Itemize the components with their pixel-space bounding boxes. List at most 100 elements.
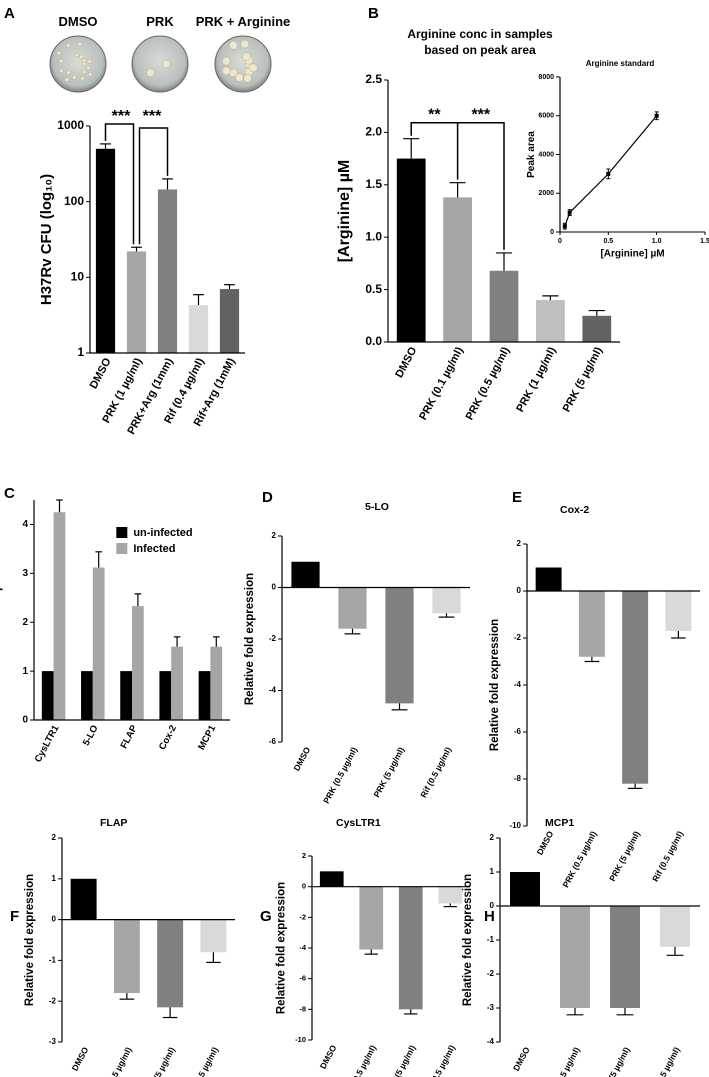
y-tick-label: -10 (509, 821, 521, 830)
bar (319, 871, 344, 887)
bar (157, 189, 178, 353)
colony (69, 61, 75, 67)
y-axis-label: Relative fold expression (0, 541, 3, 679)
bar (159, 671, 172, 720)
error-bar (56, 499, 63, 513)
error-bar (162, 1007, 178, 1019)
error-bar (193, 294, 204, 306)
colony (242, 52, 251, 62)
colony (77, 41, 82, 47)
plate-image (214, 35, 272, 93)
bar (92, 567, 105, 720)
y-tick-label: 2 (22, 617, 28, 628)
point (567, 210, 572, 215)
chart-title: FLAP (100, 817, 127, 829)
point (654, 113, 659, 118)
error-bar (584, 656, 600, 663)
y-tick-label: 0 (272, 583, 277, 592)
y-axis-label: Relative fold expression (462, 874, 474, 1006)
y-tick-label: -8 (514, 774, 522, 783)
x-tick-label: Rif (0.5 µg/ml) (418, 745, 453, 799)
bar (113, 919, 140, 994)
x-tick-label: Rif (0.5 µg/ml) (185, 1045, 220, 1077)
x-tick-label: PRK (5 µg/ml) (142, 1045, 177, 1077)
y-axis-label: Peak area (526, 131, 537, 178)
bar (396, 158, 426, 342)
plate-label: PRK + Arginine (196, 14, 291, 29)
bar (70, 878, 97, 920)
y-tick-label: 0.0 (365, 334, 382, 348)
colony (86, 65, 91, 71)
panel-letter: H (484, 908, 495, 925)
bar (81, 671, 93, 720)
error-bar (391, 703, 408, 711)
x-tick-label: PRK (0.5 µg/ml) (544, 1045, 582, 1077)
y-tick-label: 10 (71, 270, 85, 284)
error-bar (95, 551, 102, 568)
x-tick-label: PRK (0.5 µg/ml) (95, 1045, 133, 1077)
panel-letter: E (512, 489, 522, 506)
y-tick-label: 2000 (538, 190, 554, 197)
y-tick-label: -6 (299, 974, 306, 983)
x-tick-label: Rif (0.5 µg/ml) (647, 1045, 682, 1077)
y-tick-label: 0 (302, 882, 306, 891)
x-tick-label: DMSO (535, 829, 556, 857)
y-tick-label: -1 (49, 956, 57, 965)
significance-label: ** (428, 107, 441, 124)
bar (126, 251, 147, 353)
colony (161, 59, 171, 69)
y-tick-label: 1 (77, 345, 84, 359)
colony (64, 77, 70, 82)
error-bar (616, 1008, 634, 1016)
bar (536, 300, 565, 342)
y-tick-label: 4000 (538, 151, 554, 158)
error-bar (162, 178, 173, 190)
error-bar (173, 636, 181, 647)
y-tick-label: 0 (22, 715, 28, 726)
x-tick-label: Rif (0.5 µg/ml) (422, 1043, 457, 1077)
y-axis-label: H37Rv CFU (log₁₀) (38, 174, 55, 305)
bar (489, 270, 519, 342)
y-tick-label: 0 (550, 229, 554, 236)
bar (132, 606, 144, 720)
y-tick-label: 3 (22, 568, 28, 579)
bar (582, 315, 612, 342)
colony (66, 43, 71, 48)
x-tick-label: DMSO (511, 1045, 532, 1073)
bar (359, 886, 384, 950)
error-bar (131, 246, 142, 252)
colony (222, 56, 231, 66)
significance-bracket (138, 127, 169, 245)
y-tick-label: 0.5 (365, 282, 382, 296)
y-tick-label: -2 (299, 912, 306, 921)
point (606, 171, 611, 176)
bar (398, 886, 423, 1010)
error-bar (566, 1008, 584, 1016)
x-tick-label: DMSO (393, 345, 419, 380)
x-tick-label: MCP1 (196, 723, 218, 752)
bar (188, 305, 209, 353)
colony (87, 59, 92, 64)
y-tick-label: 0 (52, 915, 57, 924)
bar (210, 646, 223, 720)
y-tick-label: -2 (487, 969, 495, 978)
y-tick-label: 2 (302, 851, 306, 860)
x-tick-label: PRK (5 µg/ml) (383, 1043, 418, 1077)
colony (72, 75, 77, 80)
bar (385, 587, 414, 704)
y-tick-label: 1000 (57, 118, 84, 132)
error-bar (449, 182, 466, 198)
fit-line (564, 115, 658, 227)
plate-image (131, 35, 189, 93)
x-tick-label: PRK (5 µg/ml) (371, 745, 406, 799)
x-tick-label: PRK (5 µg/ml) (561, 345, 605, 414)
y-tick-label: 4 (22, 519, 28, 530)
chart-title: 5-LO (365, 501, 389, 513)
colony (79, 54, 84, 60)
plate-label: DMSO (59, 14, 98, 29)
bar (200, 919, 227, 953)
y-tick-label: 2.0 (365, 125, 382, 139)
y-tick-label: -3 (49, 1037, 57, 1046)
colony (240, 39, 249, 49)
x-tick-label: PRK (0.5 µg/ml) (321, 745, 359, 805)
